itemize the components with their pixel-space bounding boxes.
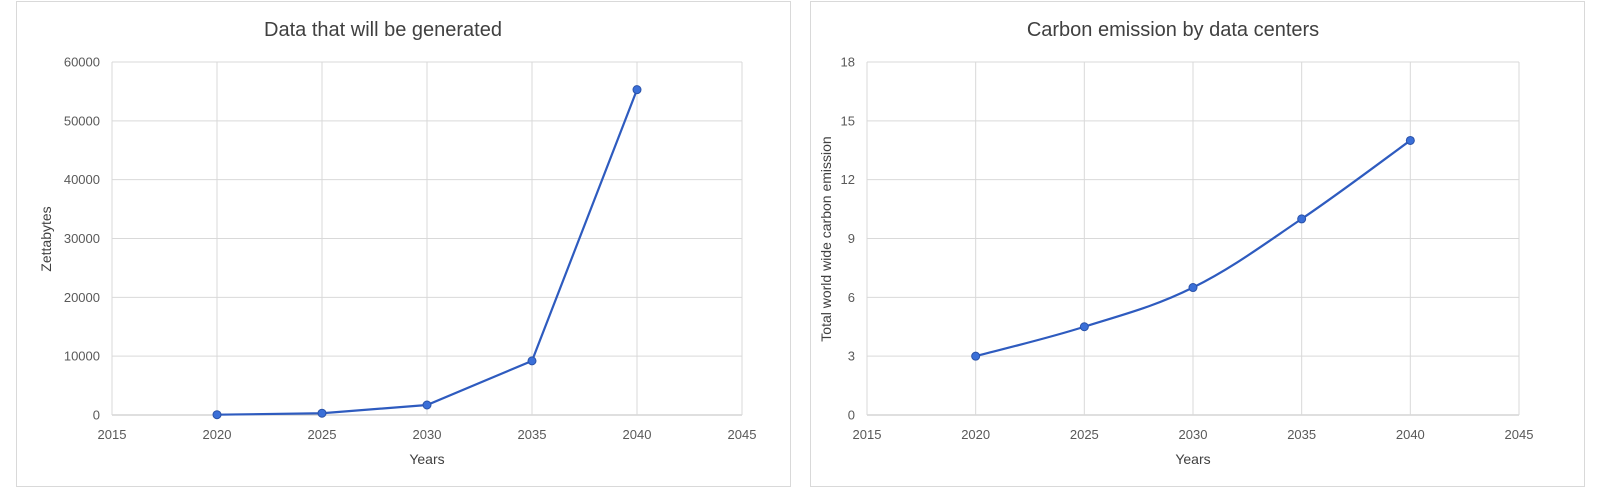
y-tick-label: 18 [841,55,855,70]
data-point [527,356,537,366]
data-point [1079,322,1089,332]
y-axis-label: Total world wide carbon emission [818,136,834,341]
data-point [632,85,642,95]
x-tick-label: 2015 [853,427,882,442]
x-tick-label: 2025 [1070,427,1099,442]
chart-carbon-svg: Carbon emission by data centers 0 3 6 9 12 15… [818,19,1534,467]
y-tick-label: 9 [848,231,855,246]
y-tick-label: 0 [93,408,100,423]
y-tick-label: 10000 [64,349,100,364]
y-tick-label: 6 [848,290,855,305]
x-axis-label: Years [409,451,444,467]
chart-panel-carbon: Carbon emission by data centers 0 3 6 9 12 15… [810,1,1585,487]
x-tick-label: 2040 [1396,427,1425,442]
y-tick-label: 15 [841,113,855,128]
y-tick-label: 20000 [64,290,100,305]
y-tick-label: 30000 [64,231,100,246]
y-tick-label: 40000 [64,172,100,187]
chart-panel-zettabytes: Data that will be generated 0 10000 20000 3… [16,1,791,487]
y-tick-label: 0 [848,408,855,423]
y-tick-label: 12 [841,172,855,187]
x-tick-label: 2020 [203,427,232,442]
y-axis-label: Zettabytes [38,206,54,271]
chart-title: Data that will be generated [264,19,502,41]
data-point [212,410,222,420]
x-tick-label: 2045 [1505,427,1534,442]
data-point [317,408,327,418]
x-tick-label: 2035 [518,427,547,442]
chart-zettabytes-svg: Data that will be generated 0 10000 20000 3… [38,19,757,467]
x-tick-label: 2030 [413,427,442,442]
x-tick-label: 2020 [961,427,990,442]
x-axis-label: Years [1175,451,1210,467]
data-point [971,351,981,361]
y-tick-label: 3 [848,349,855,364]
data-point [422,400,432,410]
y-tick-label: 60000 [64,55,100,70]
x-tick-label: 2030 [1179,427,1208,442]
x-tick-label: 2045 [728,427,757,442]
data-point [1297,214,1307,224]
x-tick-label: 2025 [308,427,337,442]
x-tick-label: 2035 [1287,427,1316,442]
x-tick-label: 2015 [98,427,127,442]
data-point [1188,283,1198,293]
chart-title: Carbon emission by data centers [1027,19,1319,41]
data-point [1405,135,1415,145]
y-tick-label: 50000 [64,113,100,128]
x-tick-label: 2040 [623,427,652,442]
